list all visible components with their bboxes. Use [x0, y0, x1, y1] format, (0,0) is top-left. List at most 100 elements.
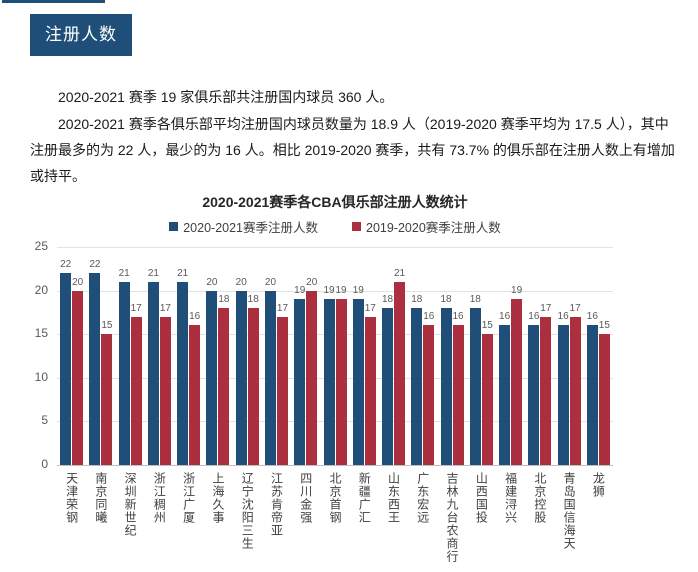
bar-season-2019-2020 — [189, 325, 201, 465]
bar-value-label: 16 — [499, 311, 511, 323]
bar-season-2019-2020 — [159, 316, 171, 465]
x-axis-label: 新疆广汇 — [357, 472, 372, 524]
bar-season-2020-2021 — [323, 299, 335, 465]
section-badge: 注册人数 — [30, 14, 132, 57]
x-axis-label: 北京控股 — [532, 472, 547, 524]
bar-value-label: 18 — [218, 294, 230, 306]
bar-season-2020-2021 — [177, 281, 189, 465]
y-tick-label: 25 — [34, 239, 48, 253]
bar-season-2020-2021 — [147, 281, 159, 465]
legend-swatch-icon — [169, 222, 179, 231]
bar-season-2019-2020 — [72, 290, 84, 465]
legend-swatch-icon — [352, 222, 361, 231]
bar-value-label: 17 — [364, 302, 376, 314]
bar-season-2019-2020 — [306, 290, 318, 465]
gridline — [57, 421, 613, 423]
bar-value-label: 18 — [411, 294, 423, 306]
bar-season-2019-2020 — [130, 316, 142, 465]
bar-value-label: 15 — [101, 320, 113, 332]
bar-season-2019-2020 — [218, 308, 230, 465]
bar-value-label: 17 — [159, 302, 171, 314]
gridline — [57, 465, 613, 466]
legend-label: 2020-2021赛季注册人数 — [183, 221, 318, 235]
bar-season-2019-2020 — [101, 334, 113, 465]
bar-value-label: 19 — [294, 285, 306, 297]
legend-item: 2020-2021赛季注册人数 — [169, 217, 318, 236]
bar-value-label: 16 — [189, 311, 201, 323]
x-axis-label: 山西国投 — [474, 472, 489, 524]
x-axis-label: 天津荣钢 — [64, 472, 79, 524]
bar-season-2020-2021 — [382, 308, 394, 465]
bar-value-label: 21 — [177, 267, 189, 279]
y-tick-label: 15 — [34, 326, 48, 341]
x-axis-label: 青岛国信海天 — [562, 472, 577, 550]
bar-season-2020-2021 — [206, 290, 218, 465]
x-axis-label: 江苏肯帝亚 — [269, 472, 284, 537]
legend-item: 2019-2020赛季注册人数 — [352, 217, 501, 236]
bar-value-label: 19 — [511, 285, 523, 297]
x-axis-label: 吉林九台农商行 — [445, 472, 460, 563]
bar-season-2020-2021 — [89, 273, 101, 465]
y-tick-label: 20 — [34, 282, 48, 297]
bar-value-label: 18 — [381, 294, 394, 306]
x-axis-label: 四川金强 — [298, 472, 313, 524]
gridline — [57, 290, 613, 292]
bar-season-2020-2021 — [499, 325, 511, 465]
bar-season-2019-2020 — [423, 325, 435, 465]
x-axis-label: 南京同曦 — [93, 472, 108, 524]
x-axis-label: 北京首钢 — [328, 472, 342, 524]
bar-season-2020-2021 — [264, 290, 276, 465]
bar-season-2019-2020 — [598, 334, 610, 465]
bar-season-2019-2020 — [276, 316, 288, 465]
chart-legend: 2020-2021赛季注册人数 2019-2020赛季注册人数 — [30, 217, 640, 236]
bar-season-2020-2021 — [557, 325, 569, 465]
bar-season-2020-2021 — [118, 281, 130, 465]
bar-value-label: 19 — [352, 285, 364, 297]
bar-value-label: 18 — [440, 294, 452, 306]
bar-season-2019-2020 — [335, 299, 347, 465]
paragraph-averages: 2020-2021 赛季各俱乐部平均注册国内球员数量为 18.9 人（2019-… — [30, 116, 675, 184]
bar-season-2019-2020 — [452, 325, 464, 465]
bar-season-2019-2020 — [569, 316, 581, 465]
bar-value-label: 16 — [423, 311, 435, 323]
x-axis-label: 山东西王 — [386, 472, 401, 524]
bar-season-2020-2021 — [60, 273, 72, 465]
bar-season-2019-2020 — [481, 334, 493, 465]
x-axis-label: 上海久事 — [210, 472, 225, 524]
bar-season-2020-2021 — [235, 290, 247, 465]
bar-value-label: 17 — [276, 302, 289, 314]
gridline — [57, 334, 613, 336]
bar-value-label: 19 — [335, 285, 347, 297]
bar-season-2019-2020 — [364, 316, 376, 465]
bar-season-2020-2021 — [528, 325, 540, 465]
bar-value-label: 17 — [540, 302, 552, 314]
x-axis-label: 浙江广厦 — [181, 472, 196, 524]
bar-value-label: 18 — [469, 294, 481, 306]
y-tick-label: 0 — [41, 457, 48, 471]
legend-label: 2019-2020赛季注册人数 — [366, 221, 501, 235]
bar-value-label: 21 — [147, 267, 159, 279]
bar-season-2020-2021 — [352, 299, 364, 465]
x-axis-label: 龙狮 — [591, 472, 606, 498]
y-tick-label: 10 — [34, 369, 48, 384]
x-axis-label: 辽宁沈阳三生 — [240, 472, 255, 550]
summary-text: 2020-2021 赛季 19 家俱乐部共注册国内球员 360 人。 2020-… — [30, 84, 676, 190]
x-axis-label: 浙江稠州 — [152, 472, 167, 524]
bar-season-2019-2020 — [511, 299, 523, 465]
bar-value-label: 20 — [72, 276, 84, 288]
bar-value-label: 20 — [306, 276, 318, 288]
bar-value-label: 20 — [206, 276, 218, 288]
bar-value-label: 18 — [247, 294, 259, 306]
chart-title: 2020-2021赛季各CBA俱乐部注册人数统计 — [202, 194, 468, 210]
bar-value-label: 16 — [586, 311, 598, 323]
bar-value-label: 15 — [481, 320, 493, 332]
bar-value-label: 16 — [528, 311, 540, 323]
bar-season-2019-2020 — [394, 281, 406, 465]
bar-value-label: 22 — [89, 259, 101, 271]
previous-section-rule — [2, 0, 105, 3]
bar-value-label: 22 — [60, 259, 72, 271]
paragraph-total: 2020-2021 赛季 19 家俱乐部共注册国内球员 360 人。 — [58, 89, 394, 105]
gridline — [57, 247, 613, 248]
x-axis-label: 深圳新世纪 — [123, 472, 138, 537]
bar-value-label: 16 — [557, 311, 569, 323]
